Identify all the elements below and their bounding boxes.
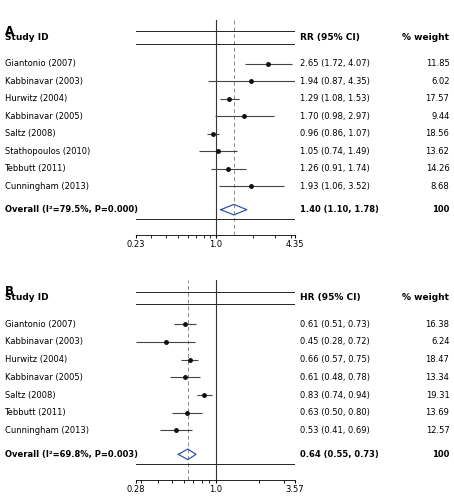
Text: A: A	[5, 25, 14, 38]
Text: % weight: % weight	[402, 33, 449, 42]
Text: Giantonio (2007): Giantonio (2007)	[5, 320, 75, 328]
Text: Overall (I²=79.5%, P=0.000): Overall (I²=79.5%, P=0.000)	[5, 205, 138, 214]
Text: 13.62: 13.62	[425, 146, 449, 156]
Text: 6.24: 6.24	[431, 338, 449, 346]
Text: 2.65 (1.72, 4.07): 2.65 (1.72, 4.07)	[300, 59, 370, 68]
Text: 100: 100	[432, 450, 449, 459]
Text: 0.96 (0.86, 1.07): 0.96 (0.86, 1.07)	[300, 129, 370, 138]
Text: 16.38: 16.38	[425, 320, 449, 328]
Text: 14.26: 14.26	[426, 164, 449, 173]
Text: 8.68: 8.68	[431, 182, 449, 190]
Text: 1.94 (0.87, 4.35): 1.94 (0.87, 4.35)	[300, 76, 370, 86]
Text: Tebbutt (2011): Tebbutt (2011)	[5, 164, 66, 173]
Text: Tebbutt (2011): Tebbutt (2011)	[5, 408, 66, 417]
Text: 1.93 (1.06, 3.52): 1.93 (1.06, 3.52)	[300, 182, 370, 190]
Text: 11.85: 11.85	[426, 59, 449, 68]
Text: Kabbinavar (2005): Kabbinavar (2005)	[5, 373, 83, 382]
Text: Saltz (2008): Saltz (2008)	[5, 390, 55, 400]
Text: Overall (I²=69.8%, P=0.003): Overall (I²=69.8%, P=0.003)	[5, 450, 138, 459]
Text: 100: 100	[432, 205, 449, 214]
Text: 0.63 (0.50, 0.80): 0.63 (0.50, 0.80)	[300, 408, 370, 417]
Text: 17.57: 17.57	[425, 94, 449, 103]
Text: HR (95% CI): HR (95% CI)	[300, 293, 360, 302]
Text: Hurwitz (2004): Hurwitz (2004)	[5, 355, 67, 364]
Text: 9.44: 9.44	[431, 112, 449, 120]
Text: Hurwitz (2004): Hurwitz (2004)	[5, 94, 67, 103]
Text: 0.64 (0.55, 0.73): 0.64 (0.55, 0.73)	[300, 450, 378, 459]
Text: Giantonio (2007): Giantonio (2007)	[5, 59, 75, 68]
Text: 6.02: 6.02	[431, 76, 449, 86]
Text: B: B	[5, 286, 14, 298]
Text: 0.66 (0.57, 0.75): 0.66 (0.57, 0.75)	[300, 355, 370, 364]
Text: 1.70 (0.98, 2.97): 1.70 (0.98, 2.97)	[300, 112, 370, 120]
Text: Study ID: Study ID	[5, 33, 48, 42]
Text: Kabbinavar (2003): Kabbinavar (2003)	[5, 338, 83, 346]
Text: Kabbinavar (2003): Kabbinavar (2003)	[5, 76, 83, 86]
Text: 18.56: 18.56	[425, 129, 449, 138]
Text: 1.29 (1.08, 1.53): 1.29 (1.08, 1.53)	[300, 94, 370, 103]
Text: 1.26 (0.91, 1.74): 1.26 (0.91, 1.74)	[300, 164, 370, 173]
Text: 1.05 (0.74, 1.49): 1.05 (0.74, 1.49)	[300, 146, 369, 156]
Text: Cunningham (2013): Cunningham (2013)	[5, 426, 89, 435]
Text: 12.57: 12.57	[426, 426, 449, 435]
Text: Stathopoulos (2010): Stathopoulos (2010)	[5, 146, 90, 156]
Text: RR (95% CI): RR (95% CI)	[300, 33, 360, 42]
Text: 0.61 (0.51, 0.73): 0.61 (0.51, 0.73)	[300, 320, 370, 328]
Text: 0.45 (0.28, 0.72): 0.45 (0.28, 0.72)	[300, 338, 370, 346]
Text: 0.53 (0.41, 0.69): 0.53 (0.41, 0.69)	[300, 426, 370, 435]
Text: % weight: % weight	[402, 293, 449, 302]
Text: 1.40 (1.10, 1.78): 1.40 (1.10, 1.78)	[300, 205, 379, 214]
Text: 18.47: 18.47	[425, 355, 449, 364]
Text: 13.69: 13.69	[425, 408, 449, 417]
Text: Study ID: Study ID	[5, 293, 48, 302]
Text: 19.31: 19.31	[426, 390, 449, 400]
Text: Cunningham (2013): Cunningham (2013)	[5, 182, 89, 190]
Text: Saltz (2008): Saltz (2008)	[5, 129, 55, 138]
Text: Kabbinavar (2005): Kabbinavar (2005)	[5, 112, 83, 120]
Text: 0.61 (0.48, 0.78): 0.61 (0.48, 0.78)	[300, 373, 370, 382]
Text: 0.83 (0.74, 0.94): 0.83 (0.74, 0.94)	[300, 390, 370, 400]
Text: 13.34: 13.34	[425, 373, 449, 382]
